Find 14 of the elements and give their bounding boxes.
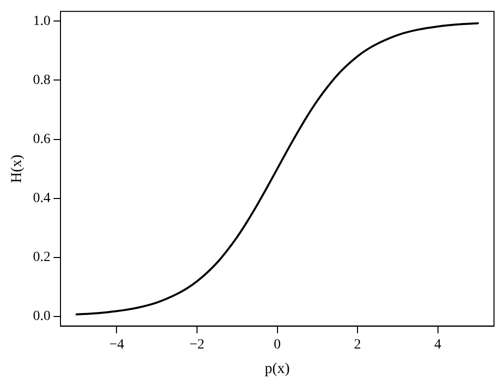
line-series — [76, 22, 479, 316]
x-tick-label: −2 — [190, 337, 204, 352]
y-tick-label: 0.0 — [33, 309, 50, 324]
y-tick-label: 1.0 — [33, 14, 50, 29]
x-tick-label: 2 — [354, 337, 362, 352]
x-tick-label: 4 — [434, 337, 442, 352]
x-tick-label: 0 — [274, 337, 281, 352]
y-tick-label: 0.2 — [33, 250, 50, 266]
x-tick-label: −4 — [109, 337, 124, 352]
x-axis-title: p(x) — [264, 360, 290, 377]
y-axis-title: H(x) — [8, 154, 25, 183]
y-tick-label: 0.8 — [33, 72, 50, 88]
y-tick-label: 0.4 — [33, 191, 50, 206]
y-tick-label: 0.6 — [33, 132, 50, 147]
